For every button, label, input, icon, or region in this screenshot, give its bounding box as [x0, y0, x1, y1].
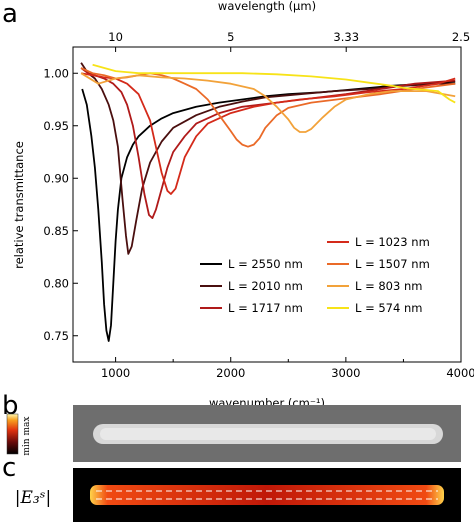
- x-axis-ticks: 1000 2000 3000 4000: [101, 357, 474, 380]
- panel-b-image: [73, 405, 461, 462]
- y-tick-label: 1.00: [43, 66, 69, 80]
- panel-c-image: [73, 468, 461, 522]
- transmittance-chart: 1000 2000 3000 4000 0.75 0.80 0.85 0.90 0.95 1.0…: [12, 0, 474, 410]
- legend-label: L = 1507 nm: [355, 257, 430, 271]
- legend-label: L = 2010 nm: [228, 279, 303, 293]
- colorbar-min-label: min: [22, 438, 32, 455]
- y-tick-label: 0.85: [43, 224, 69, 238]
- top-axis-ticks: 10 5 3.33 2.5: [108, 30, 470, 52]
- plot-frame: [72, 46, 462, 363]
- legend-label: L = 1023 nm: [355, 235, 430, 249]
- legend-label: L = 803 nm: [355, 279, 422, 293]
- series-line: [92, 63, 456, 104]
- x-tick-label: 1000: [101, 366, 130, 380]
- x-tick-label: 2000: [216, 366, 245, 380]
- y-tick-label: 0.75: [43, 329, 69, 343]
- x-tick-label: 3000: [331, 366, 360, 380]
- top-tick-label: 5: [227, 30, 234, 44]
- top-tick-label: 3.33: [333, 30, 359, 44]
- top-axis-title: wavelength (μm): [218, 0, 316, 13]
- y-tick-label: 0.95: [43, 119, 69, 133]
- series-lines: [80, 62, 456, 342]
- y-axis-title: relative transmittance: [12, 141, 26, 269]
- series-line: [80, 72, 456, 195]
- panel-b-label: b: [2, 391, 19, 421]
- colorbar: max min: [6, 413, 32, 456]
- panel-a-label: a: [2, 0, 18, 29]
- colorbar-gradient: [6, 413, 19, 455]
- top-tick-label: 10: [108, 30, 123, 44]
- rod-near-field: [90, 485, 444, 505]
- series-line: [80, 72, 456, 133]
- x-tick-label: 4000: [446, 366, 474, 380]
- top-tick-label: 2.5: [452, 30, 470, 44]
- legend-label: L = 2550 nm: [228, 257, 303, 271]
- y-axis-ticks: 0.75 0.80 0.85 0.90 0.95 1.00: [43, 66, 78, 343]
- y-tick-label: 0.80: [43, 276, 69, 290]
- legend-label: L = 1717 nm: [228, 301, 303, 315]
- series-line: [80, 67, 456, 148]
- series-line: [80, 62, 456, 255]
- panel-c-label: c: [2, 453, 16, 483]
- field-component-label: |E₃ˢ|: [15, 488, 51, 508]
- legend-label: L = 574 nm: [355, 301, 422, 315]
- colorbar-max-label: max: [22, 417, 32, 436]
- legend: L = 2550 nm L = 2010 nm L = 1717 nm L = 102…: [200, 235, 430, 315]
- y-tick-label: 0.90: [43, 171, 69, 185]
